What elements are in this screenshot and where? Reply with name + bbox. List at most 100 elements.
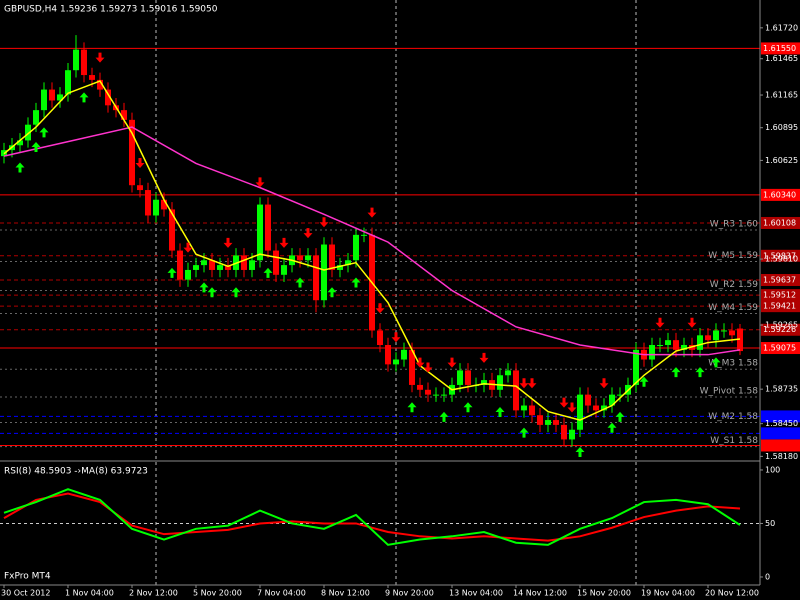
candle-body xyxy=(585,394,591,406)
candle-body xyxy=(33,110,39,125)
level-label: 1.60340 xyxy=(763,190,796,199)
sell-arrow xyxy=(519,378,529,389)
level-box xyxy=(761,427,800,440)
candle-body xyxy=(425,389,431,395)
candle-body xyxy=(201,260,207,266)
candle-body xyxy=(385,345,391,365)
candle-body xyxy=(273,250,279,275)
y-tick-label: 1.61465 xyxy=(765,54,798,63)
candle-body xyxy=(665,340,671,345)
buy-arrow xyxy=(207,287,217,298)
candle-body xyxy=(681,345,687,350)
buy-arrow xyxy=(231,287,241,298)
sell-arrow xyxy=(567,402,577,413)
buy-arrow xyxy=(439,411,449,422)
candle-body xyxy=(721,330,727,332)
y-tick-label: 0 xyxy=(765,572,770,581)
candle-body xyxy=(705,335,711,341)
candle-body xyxy=(49,89,55,101)
candle-body xyxy=(297,255,303,261)
x-tick-label: 14 Nov 12:00 xyxy=(513,589,567,598)
candle-body xyxy=(257,204,263,261)
candle-body xyxy=(649,345,655,360)
candle-body xyxy=(105,89,111,106)
sell-arrow xyxy=(391,332,401,343)
candle-body xyxy=(345,260,351,266)
candle-body xyxy=(313,255,319,301)
sell-arrow xyxy=(447,357,457,368)
y-tick-label: 1.60895 xyxy=(765,123,798,132)
x-tick-label: 8 Nov 12:00 xyxy=(321,589,370,598)
sell-arrow xyxy=(255,177,265,188)
x-tick-label: 7 Nov 04:00 xyxy=(257,589,306,598)
candle-body xyxy=(457,370,463,385)
y-tick-label: 1.58180 xyxy=(765,452,798,461)
x-tick-label: 9 Nov 20:00 xyxy=(385,589,434,598)
y-tick-label: 1.59810 xyxy=(765,255,798,264)
candle-body xyxy=(401,349,407,360)
pivot-label: W_M5 1.59 xyxy=(708,251,758,261)
x-tick-label: 2 Nov 12:00 xyxy=(129,589,178,598)
buy-arrow xyxy=(351,277,361,288)
candle-body xyxy=(497,375,503,390)
y-tick-label: 1.60625 xyxy=(765,156,798,165)
pivot-label: W_S1 1.58 xyxy=(710,436,758,446)
candle-body xyxy=(361,234,367,236)
candle-body xyxy=(89,75,95,80)
candle-body xyxy=(305,255,311,261)
candle-body xyxy=(593,405,599,411)
y-tick-label: 50 xyxy=(765,519,775,528)
candle-body xyxy=(553,420,559,425)
pivot-label: W_R3 1.60 xyxy=(710,220,759,230)
candle-body xyxy=(657,345,663,346)
level-label: 1.59421 xyxy=(763,302,796,311)
candle-body xyxy=(409,349,415,385)
candle-body xyxy=(673,340,679,350)
candle-body xyxy=(241,255,247,270)
buy-arrow xyxy=(79,92,89,103)
sell-arrow xyxy=(223,237,233,248)
candle-body xyxy=(633,349,639,385)
candle-body xyxy=(321,244,327,301)
buy-arrow xyxy=(15,162,25,173)
buy-arrow xyxy=(607,422,617,433)
level-label: 1.59075 xyxy=(763,344,796,353)
pivot-label: W_M2 1.58 xyxy=(708,412,758,422)
candle-body xyxy=(329,244,335,270)
buy-arrow xyxy=(695,367,705,378)
level-box xyxy=(761,273,800,286)
level-box xyxy=(761,342,800,355)
candle-body xyxy=(25,124,31,141)
x-tick-label: 13 Nov 04:00 xyxy=(449,589,503,598)
candle-body xyxy=(249,260,255,270)
level-box xyxy=(761,216,800,229)
sell-arrow xyxy=(367,207,377,218)
buy-arrow xyxy=(167,267,177,278)
candle-body xyxy=(713,330,719,341)
buy-arrow xyxy=(199,282,209,293)
sell-arrow xyxy=(319,217,329,228)
candle-body xyxy=(505,370,511,376)
level-label: 1.59512 xyxy=(763,291,796,300)
price-panel: W_R3 1.60 W_M5 1.59 W_R2 1.59 W_M4 1.59 W_M3… xyxy=(0,0,760,585)
candle-body xyxy=(177,250,183,280)
y-tick-label: 1.61165 xyxy=(765,91,798,100)
candle-body xyxy=(185,269,191,280)
candle-body xyxy=(465,370,471,385)
pivot-label: W_R2 1.59 xyxy=(710,280,759,290)
candle-body xyxy=(17,140,23,146)
candle-body xyxy=(561,424,567,440)
candle-body xyxy=(697,335,703,350)
level-label: 1.59837 xyxy=(763,251,796,260)
sell-arrow xyxy=(655,317,665,328)
buy-arrow xyxy=(31,141,41,152)
rsi-panel xyxy=(0,488,760,546)
rsi-title: RSI(8) 48.5903 -›MA(8) 63.9723 xyxy=(4,467,148,477)
candle-body xyxy=(601,405,607,411)
level-box xyxy=(761,410,800,423)
buy-arrow xyxy=(495,407,505,418)
indicator-line xyxy=(3,126,741,356)
sell-arrow xyxy=(479,352,489,363)
candle-body xyxy=(65,70,71,95)
buy-arrow xyxy=(639,376,649,387)
